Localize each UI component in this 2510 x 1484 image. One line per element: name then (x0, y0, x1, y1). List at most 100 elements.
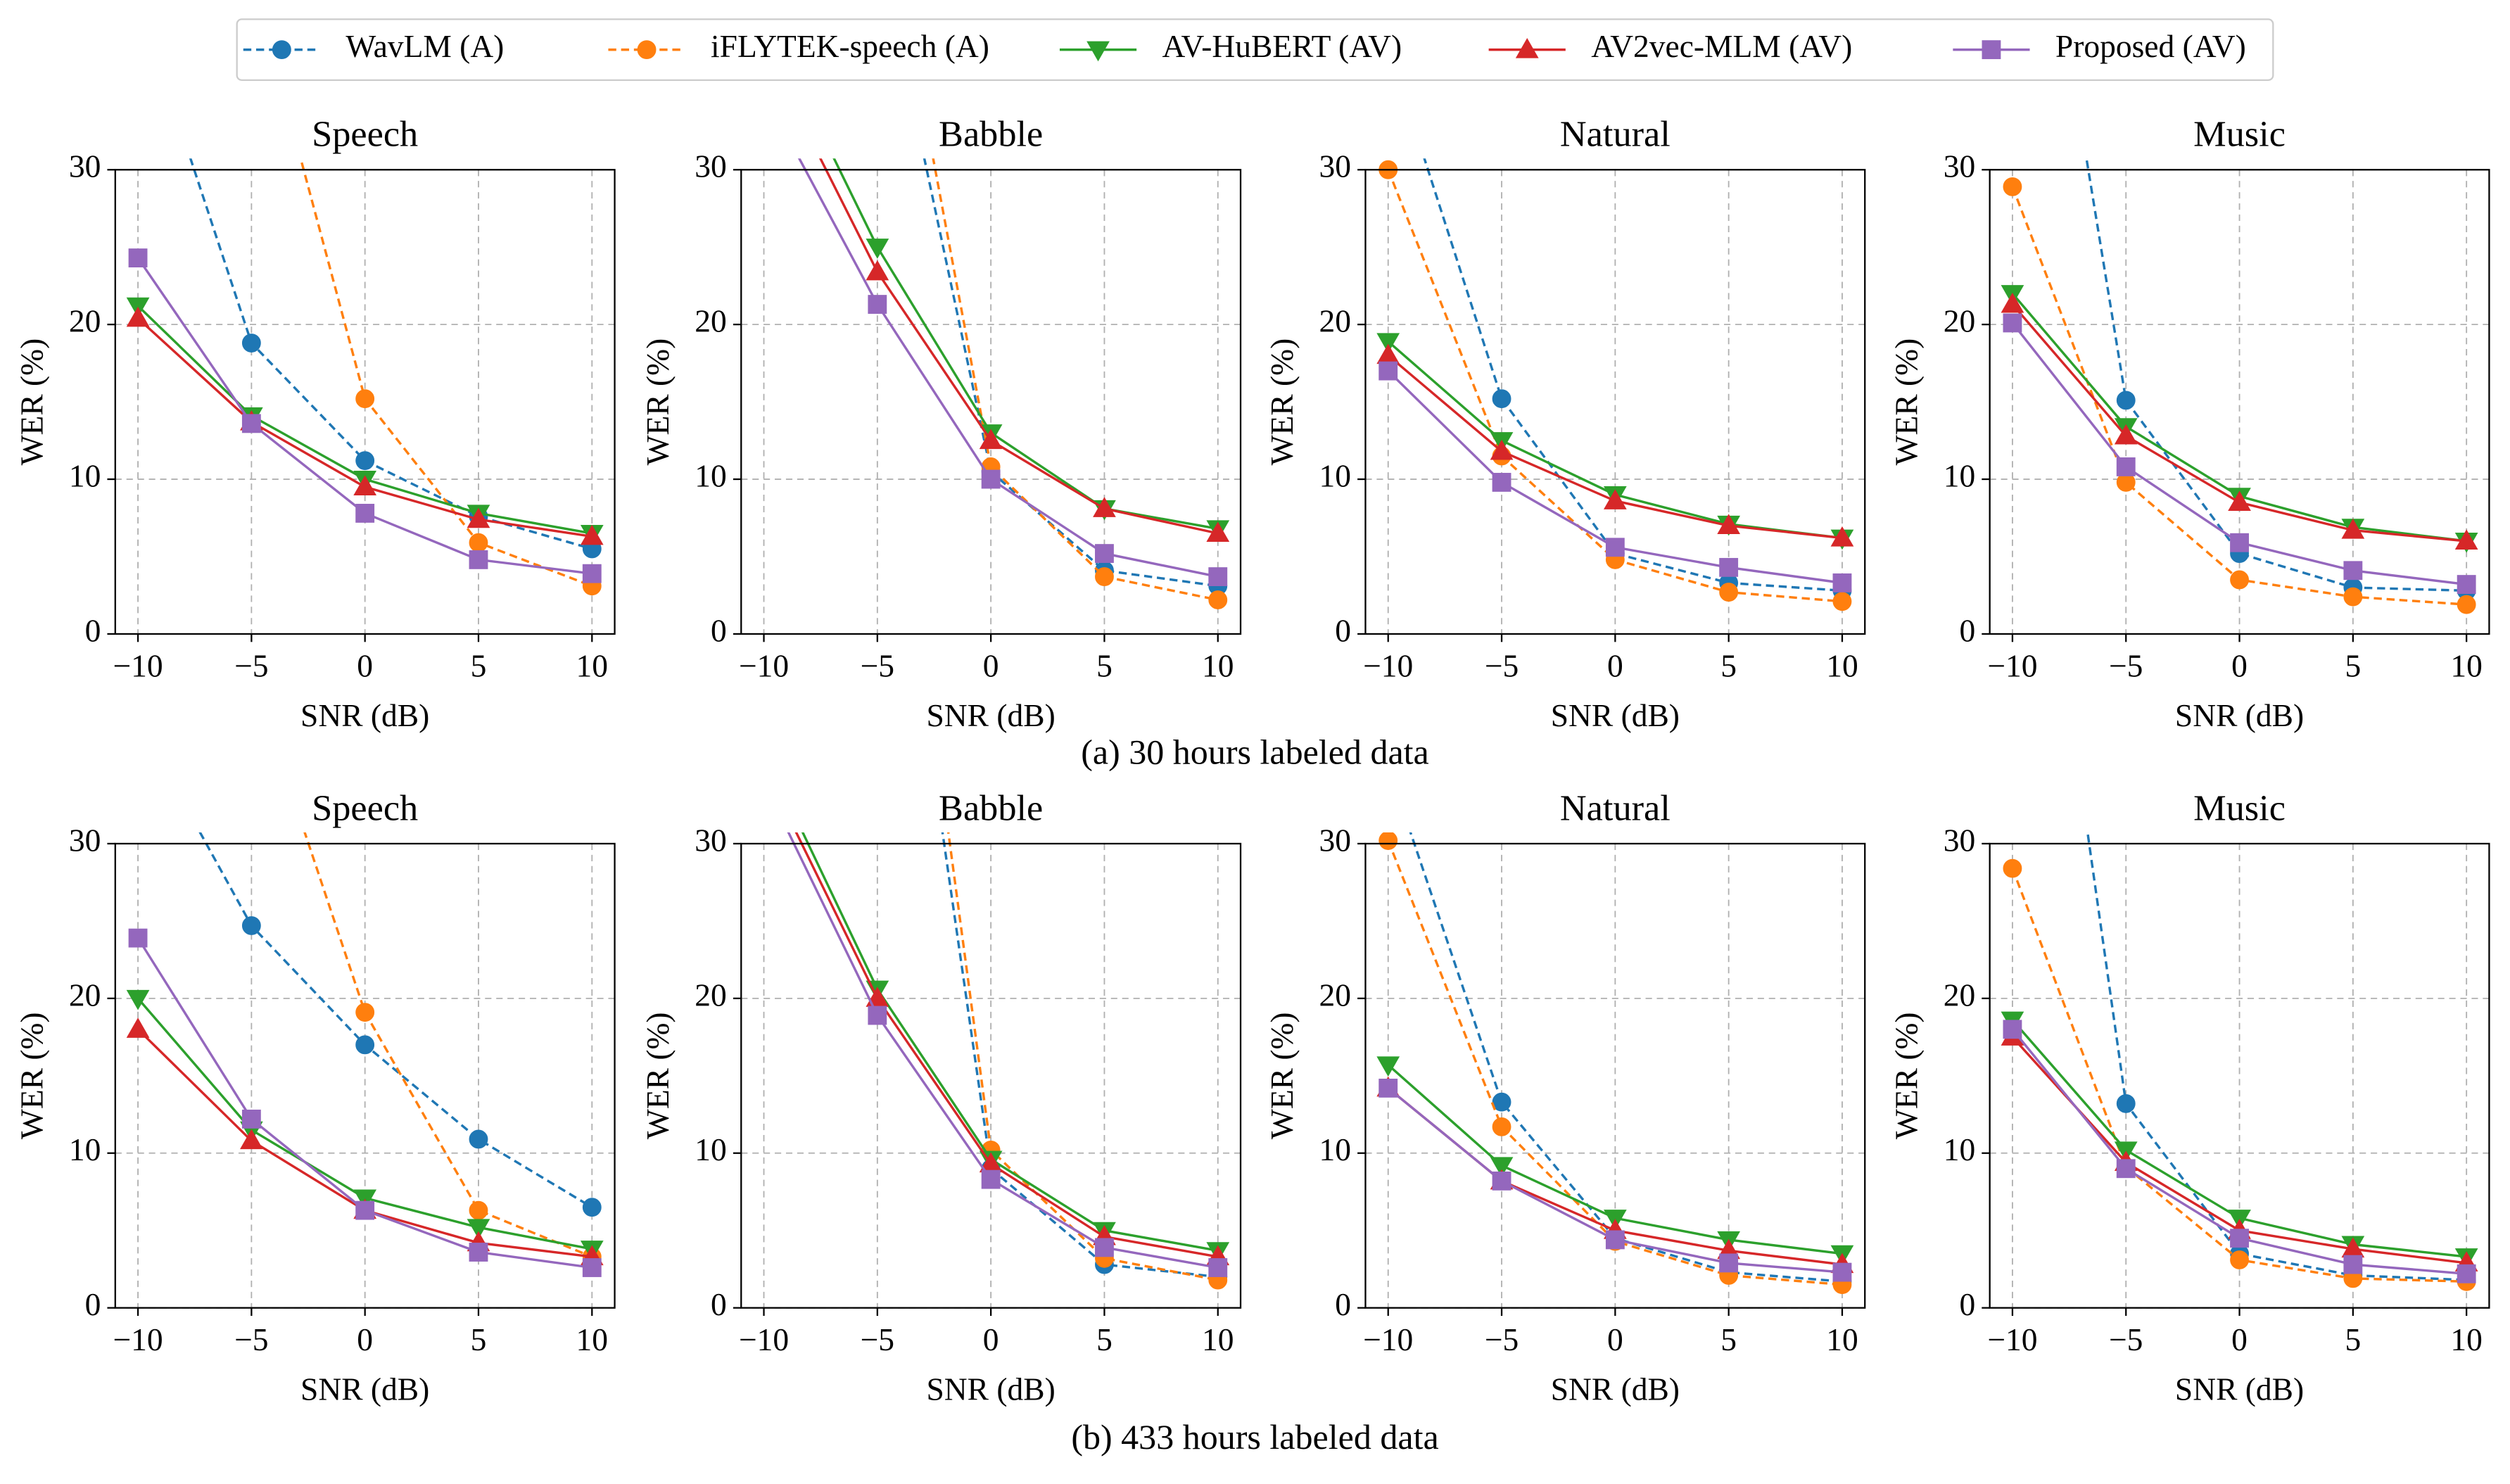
axes-frame (114, 842, 616, 1309)
marker (2116, 1093, 2136, 1113)
marker (355, 1200, 375, 1220)
marker (2230, 533, 2249, 552)
x-tick-label: −10 (739, 647, 789, 683)
x-tick-label: 10 (1202, 1321, 1234, 1357)
x-tick-label: 0 (983, 647, 999, 683)
marker (582, 1258, 602, 1277)
y-tick-label: 0 (1959, 1286, 1975, 1322)
y-axis-label: WER (%) (13, 338, 49, 466)
legend-label: Proposed (AV) (2055, 28, 2246, 64)
x-tick-label: −10 (1987, 1321, 2037, 1357)
legend-label: iFLYTEK-speech (A) (711, 28, 989, 64)
y-tick-label: 20 (695, 977, 726, 1013)
legend-label: AV2vec-MLM (AV) (1591, 28, 1852, 64)
marker (1490, 1157, 1514, 1177)
y-tick-label: 10 (1319, 1131, 1351, 1167)
plot-area (1376, 158, 1854, 611)
y-tick-label: 0 (1959, 612, 1975, 648)
y-tick-label: 10 (695, 1131, 726, 1167)
marker (2457, 1264, 2476, 1283)
x-axis-label: SNR (dB) (927, 1371, 1056, 1407)
y-axis-label: WER (%) (1264, 338, 1300, 466)
series-line (797, 158, 1219, 578)
chart: 0 10 20 30 −10 −5 0 5 10 Music SNR (dB) WER (%) (1888, 114, 2490, 733)
y-tick-label: 30 (695, 822, 726, 858)
plot-area (2001, 832, 2478, 1291)
y-tick-label: 10 (1944, 457, 1975, 493)
x-axis-label: SNR (dB) (2175, 1371, 2304, 1407)
marker (1490, 439, 1514, 460)
marker (866, 260, 889, 281)
series-line (932, 158, 1219, 602)
y-tick-label: 20 (1944, 977, 1975, 1013)
marker (126, 989, 150, 1010)
chart-title: Speech (312, 114, 418, 155)
marker (272, 40, 291, 60)
chart-title: Music (2193, 787, 2286, 828)
marker (2114, 424, 2138, 445)
chart: 0 10 20 30 −10 −5 0 5 10 Speech SNR (dB) WER (%) (13, 114, 616, 733)
marker (979, 429, 1003, 450)
y-tick-label: 0 (1335, 1286, 1351, 1322)
x-tick-label: −5 (234, 647, 268, 683)
chart: 0 10 20 30 −10 −5 0 5 10 Babble SNR (dB) WER (%) (640, 114, 1242, 733)
x-tick-label: 0 (357, 1321, 373, 1357)
marker (1830, 526, 1854, 547)
y-tick-label: 30 (1319, 822, 1351, 858)
axes-frame (1989, 842, 2490, 1309)
x-tick-label: −5 (2109, 647, 2143, 683)
marker (2230, 1229, 2249, 1248)
marker (1378, 832, 1398, 850)
marker (1515, 37, 1539, 58)
y-tick-label: 0 (711, 1286, 727, 1322)
plot-area (1376, 832, 1854, 1295)
marker (2343, 1255, 2363, 1274)
marker (1982, 40, 2001, 60)
marker (2003, 1020, 2022, 1039)
y-tick-label: 30 (695, 148, 726, 184)
caption: (b) 433 hours labeled data (1071, 1417, 1438, 1457)
axes-frame (1364, 169, 1866, 635)
plot-area (2001, 158, 2478, 614)
legend-label: AV-HuBERT (AV) (1162, 28, 1402, 64)
x-tick-label: 0 (983, 1321, 999, 1357)
marker (1492, 1117, 1511, 1136)
x-tick-label: 10 (1826, 647, 1858, 683)
marker (2116, 391, 2136, 410)
marker (2457, 595, 2476, 614)
marker (1603, 489, 1627, 509)
marker (2003, 858, 2022, 878)
x-tick-label: 0 (1607, 1321, 1623, 1357)
marker (355, 1003, 375, 1022)
marker (1206, 521, 1230, 543)
marker (1095, 1238, 1114, 1257)
chart: 0 10 20 30 −10 −5 0 5 10 Music SNR (dB) WER (%) (1888, 787, 2490, 1407)
x-tick-label: 5 (1096, 647, 1113, 683)
x-tick-label: 0 (1607, 647, 1623, 683)
x-tick-label: 5 (2345, 1321, 2361, 1357)
marker (469, 1129, 488, 1149)
marker (467, 507, 490, 528)
x-tick-label: 0 (2231, 647, 2248, 683)
x-tick-label: −5 (861, 1321, 894, 1357)
marker (754, 743, 775, 761)
x-tick-label: −5 (234, 1321, 268, 1357)
x-tick-label: −5 (1485, 647, 1519, 683)
x-tick-label: 10 (1202, 647, 1234, 683)
axes-frame (1989, 169, 2490, 635)
marker (469, 533, 488, 552)
y-tick-label: 10 (69, 457, 101, 493)
marker (868, 1006, 887, 1025)
series-line (1423, 158, 1843, 592)
x-tick-label: 5 (1096, 1321, 1113, 1357)
marker (1717, 514, 1741, 535)
y-tick-label: 20 (69, 977, 101, 1013)
chart: 0 10 20 30 −10 −5 0 5 10 Speech SNR (dB) WER (%) (13, 787, 616, 1407)
marker (241, 916, 261, 935)
x-tick-label: 10 (576, 647, 608, 683)
marker (355, 1035, 375, 1055)
x-tick-label: −5 (861, 647, 894, 683)
x-tick-label: −10 (1363, 1321, 1413, 1357)
x-tick-label: −10 (113, 647, 163, 683)
